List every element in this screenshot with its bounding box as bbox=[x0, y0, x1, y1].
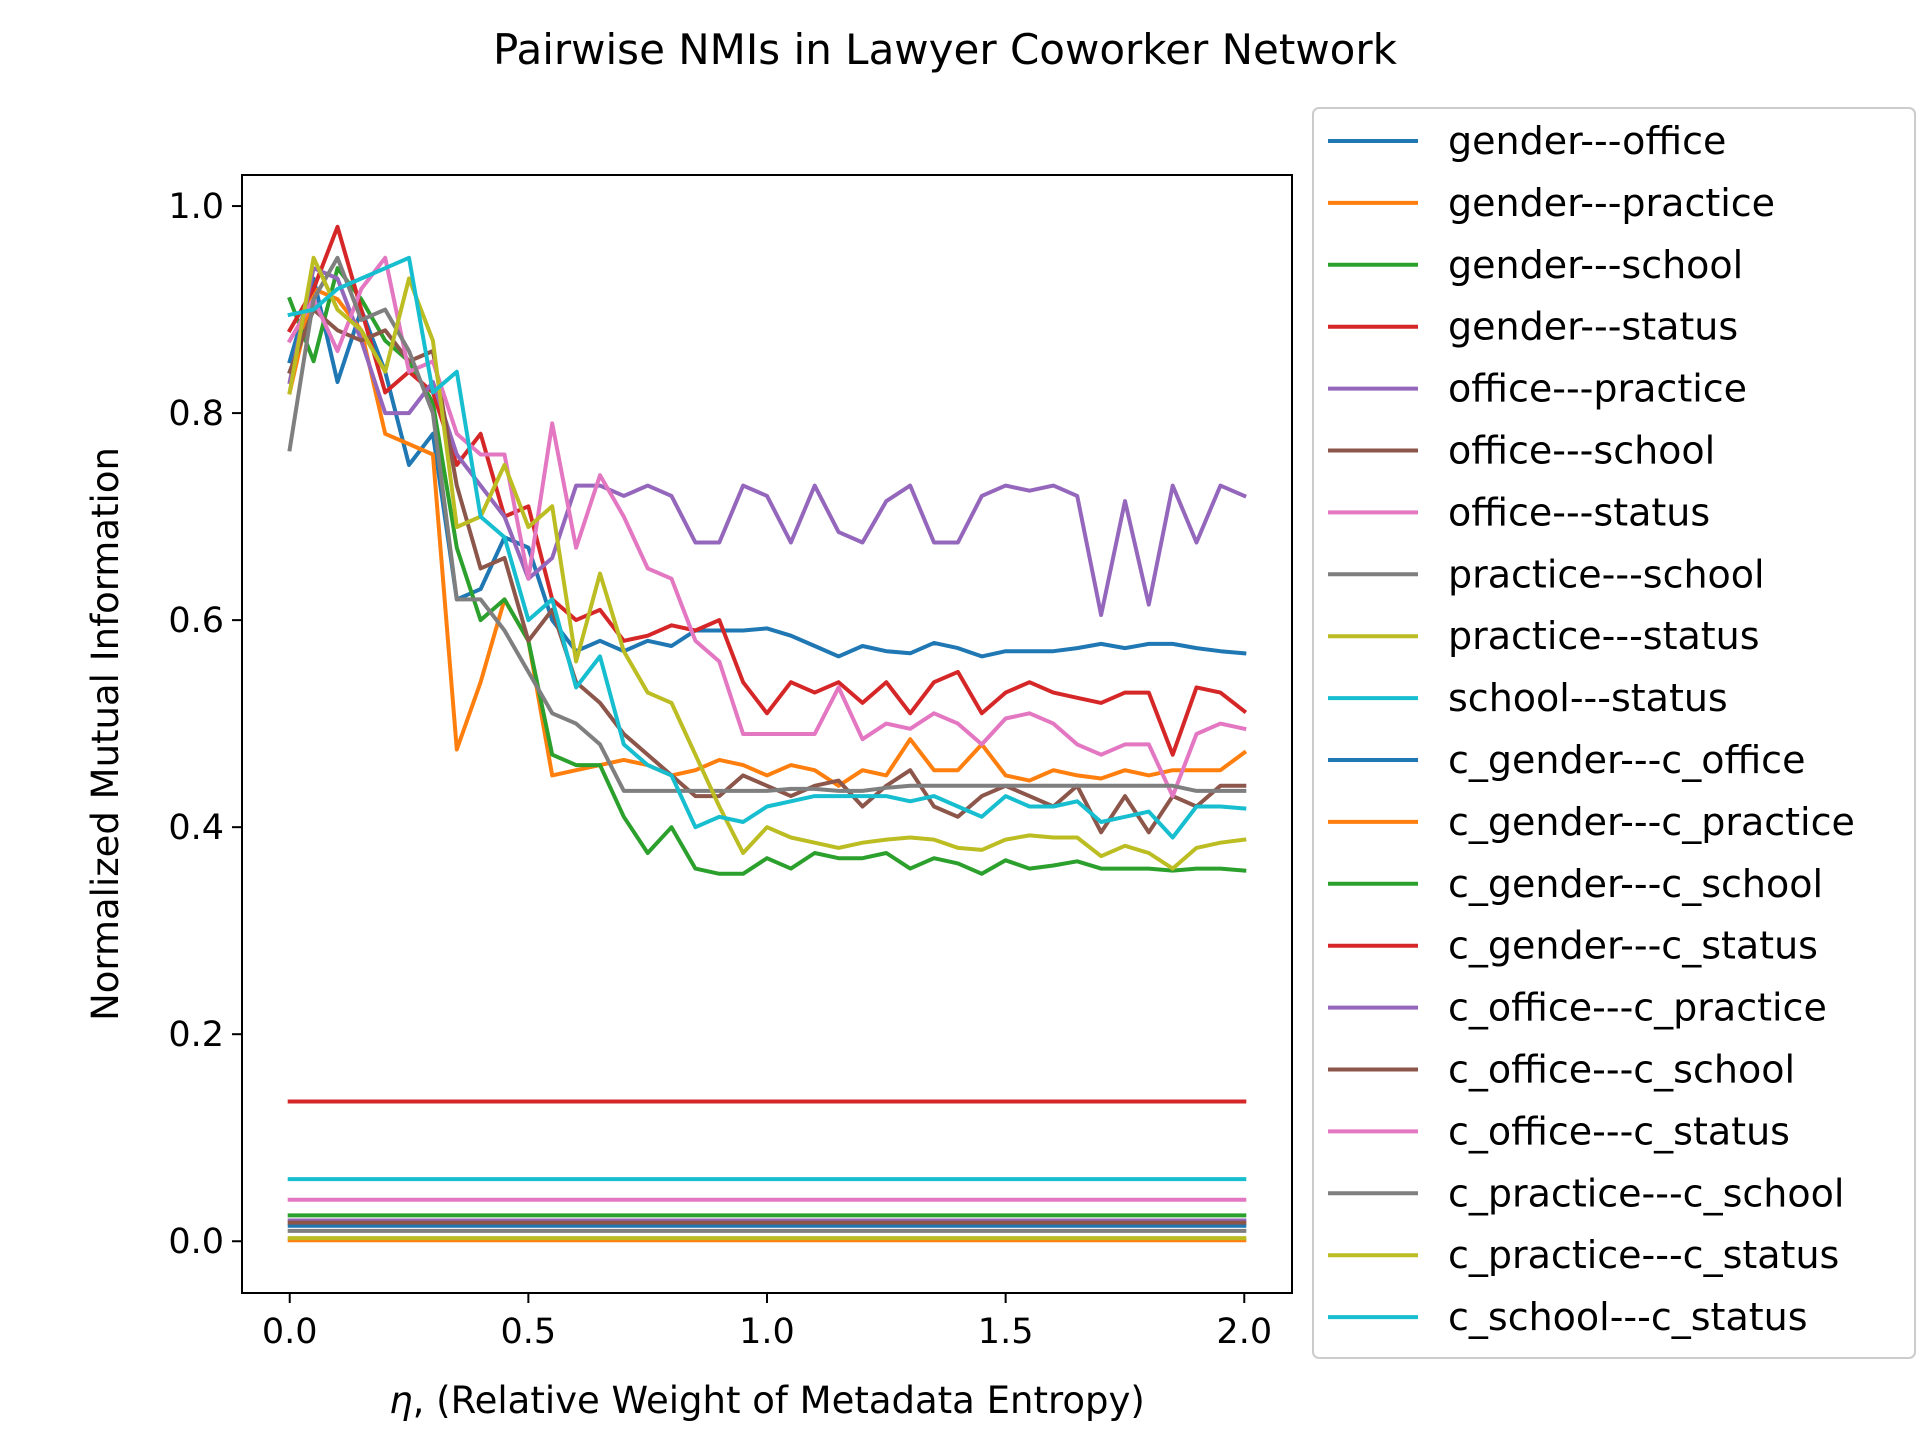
legend-label: practice---status bbox=[1448, 614, 1760, 658]
legend-label: c_office---c_practice bbox=[1448, 986, 1827, 1030]
series-line-11 bbox=[287, 286, 1248, 788]
series-line-16 bbox=[286, 255, 1247, 799]
x-axis-label: η, (Relative Weight of Metadata Entropy) bbox=[389, 1379, 1145, 1422]
x-tick-label: 1.0 bbox=[739, 1312, 795, 1352]
legend-label: gender---status bbox=[1448, 305, 1738, 349]
y-tick-label: 1.0 bbox=[168, 187, 224, 227]
legend-label: c_gender---c_status bbox=[1448, 924, 1818, 968]
x-axis-label-text: , (Relative Weight of Metadata Entropy) bbox=[413, 1379, 1145, 1422]
y-axis-label: Normalized Mutual Information bbox=[84, 447, 127, 1021]
x-axis-label-symbol: η bbox=[389, 1379, 412, 1422]
y-axis: 0.0 0.2 0.4 0.6 0.8 1.0 bbox=[168, 187, 242, 1262]
legend-label: office---practice bbox=[1448, 367, 1747, 411]
x-axis: 0.0 0.5 1.0 1.5 2.0 bbox=[262, 1293, 1272, 1352]
chart-title: Pairwise NMIs in Lawyer Coworker Network bbox=[493, 25, 1398, 74]
series-layer bbox=[286, 224, 1248, 1243]
legend-frame bbox=[1312, 107, 1916, 1359]
series-line-17 bbox=[287, 255, 1247, 793]
legend-label: c_gender---c_school bbox=[1448, 862, 1823, 906]
legend-label: c_gender---c_office bbox=[1448, 738, 1805, 782]
x-tick-label: 2.0 bbox=[1216, 1312, 1272, 1352]
legend-label: c_office---c_status bbox=[1448, 1109, 1790, 1153]
series-line-13 bbox=[286, 224, 1248, 757]
legend-label: office---status bbox=[1448, 490, 1710, 534]
series-line-18 bbox=[287, 255, 1247, 871]
legend-label: c_gender---c_practice bbox=[1448, 800, 1855, 844]
legend: gender---office gender---practice gender--… bbox=[1312, 107, 1916, 1359]
legend-label: gender---practice bbox=[1448, 181, 1775, 225]
y-tick-label: 0.2 bbox=[168, 1015, 224, 1055]
series-line-15 bbox=[287, 307, 1247, 835]
legend-label: gender---school bbox=[1448, 243, 1743, 287]
legend-label: c_practice---c_school bbox=[1448, 1171, 1844, 1215]
y-tick-label: 0.6 bbox=[168, 601, 224, 641]
y-tick-label: 0.4 bbox=[168, 808, 224, 848]
legend-label: practice---school bbox=[1448, 552, 1765, 596]
series-line-19 bbox=[287, 255, 1247, 840]
legend-label: c_office---c_school bbox=[1448, 1048, 1795, 1092]
y-tick-label: 0.0 bbox=[168, 1222, 224, 1262]
y-tick-label: 0.8 bbox=[168, 394, 224, 434]
legend-label: office---school bbox=[1448, 429, 1715, 473]
legend-label: gender---office bbox=[1448, 119, 1726, 163]
x-tick-label: 0.5 bbox=[501, 1312, 557, 1352]
x-tick-label: 0.0 bbox=[262, 1312, 318, 1352]
legend-label: school---status bbox=[1448, 676, 1728, 720]
legend-label: c_practice---c_status bbox=[1448, 1233, 1839, 1277]
series-line-12 bbox=[287, 266, 1247, 876]
x-tick-label: 1.5 bbox=[978, 1312, 1034, 1352]
legend-label: c_school---c_status bbox=[1448, 1295, 1808, 1339]
